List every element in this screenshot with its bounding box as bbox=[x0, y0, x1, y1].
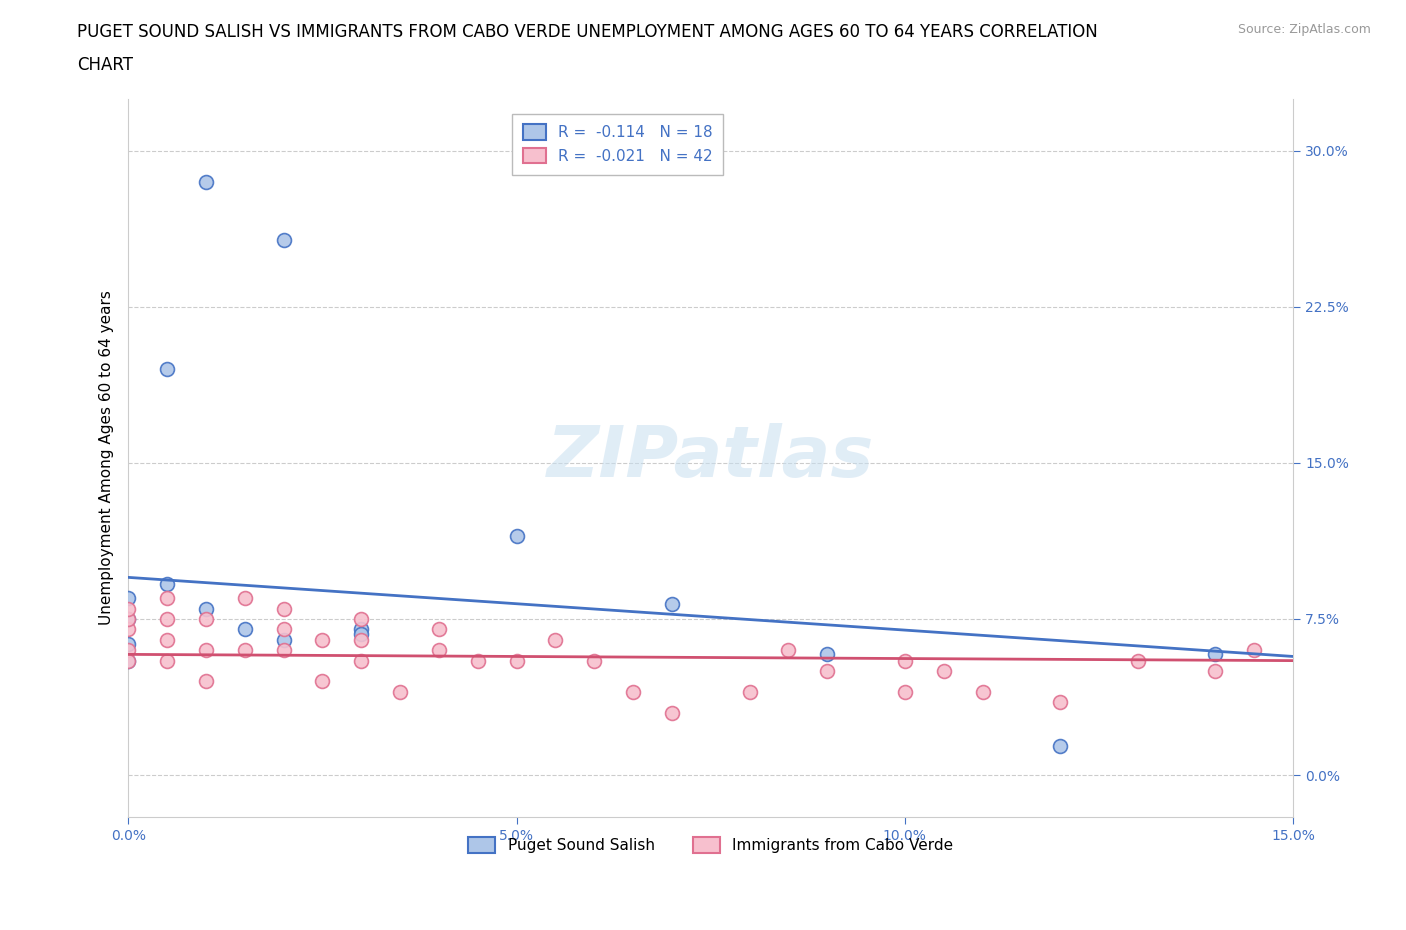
Point bbox=[273, 632, 295, 647]
Point bbox=[233, 643, 256, 658]
Point bbox=[233, 622, 256, 637]
Point bbox=[932, 664, 955, 679]
Point bbox=[1204, 647, 1226, 662]
Point bbox=[117, 653, 139, 668]
Point bbox=[350, 626, 373, 641]
Point bbox=[621, 684, 644, 699]
Point bbox=[117, 622, 139, 637]
Point bbox=[815, 647, 838, 662]
Point bbox=[156, 612, 179, 627]
Point bbox=[117, 601, 139, 616]
Point bbox=[350, 612, 373, 627]
Point bbox=[194, 612, 217, 627]
Point bbox=[1049, 695, 1071, 710]
Point bbox=[117, 653, 139, 668]
Point bbox=[894, 684, 917, 699]
Point bbox=[273, 622, 295, 637]
Point bbox=[389, 684, 412, 699]
Point bbox=[350, 632, 373, 647]
Point bbox=[350, 622, 373, 637]
Point bbox=[156, 362, 179, 377]
Point bbox=[273, 601, 295, 616]
Point bbox=[738, 684, 761, 699]
Point bbox=[1126, 653, 1149, 668]
Point bbox=[117, 636, 139, 651]
Point bbox=[661, 597, 683, 612]
Text: Source: ZipAtlas.com: Source: ZipAtlas.com bbox=[1237, 23, 1371, 36]
Point bbox=[467, 653, 489, 668]
Point bbox=[194, 643, 217, 658]
Point bbox=[505, 528, 527, 543]
Point bbox=[661, 705, 683, 720]
Text: PUGET SOUND SALISH VS IMMIGRANTS FROM CABO VERDE UNEMPLOYMENT AMONG AGES 60 TO 6: PUGET SOUND SALISH VS IMMIGRANTS FROM CA… bbox=[77, 23, 1098, 41]
Point bbox=[156, 632, 179, 647]
Point bbox=[778, 643, 800, 658]
Point bbox=[1049, 738, 1071, 753]
Point bbox=[156, 653, 179, 668]
Point bbox=[194, 175, 217, 190]
Point bbox=[117, 612, 139, 627]
Point bbox=[273, 232, 295, 247]
Point bbox=[350, 653, 373, 668]
Point bbox=[894, 653, 917, 668]
Point bbox=[117, 643, 139, 658]
Point bbox=[156, 591, 179, 605]
Point bbox=[117, 612, 139, 627]
Point bbox=[311, 632, 333, 647]
Point bbox=[505, 653, 527, 668]
Point bbox=[156, 577, 179, 591]
Point bbox=[583, 653, 606, 668]
Point bbox=[544, 632, 567, 647]
Point bbox=[194, 601, 217, 616]
Point bbox=[273, 643, 295, 658]
Y-axis label: Unemployment Among Ages 60 to 64 years: Unemployment Among Ages 60 to 64 years bbox=[100, 290, 114, 625]
Point bbox=[117, 591, 139, 605]
Point bbox=[194, 674, 217, 689]
Point bbox=[233, 591, 256, 605]
Point bbox=[427, 643, 450, 658]
Point bbox=[311, 674, 333, 689]
Point bbox=[972, 684, 994, 699]
Point bbox=[1243, 643, 1265, 658]
Text: CHART: CHART bbox=[77, 56, 134, 73]
Point bbox=[815, 664, 838, 679]
Point bbox=[1204, 664, 1226, 679]
Legend: Puget Sound Salish, Immigrants from Cabo Verde: Puget Sound Salish, Immigrants from Cabo… bbox=[461, 831, 960, 859]
Point bbox=[427, 622, 450, 637]
Text: ZIPatlas: ZIPatlas bbox=[547, 423, 875, 492]
